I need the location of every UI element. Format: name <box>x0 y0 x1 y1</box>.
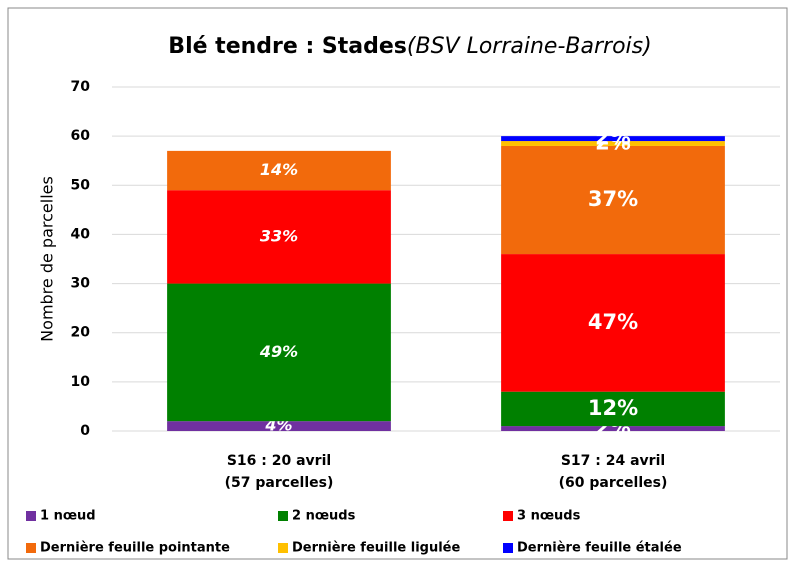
legend-label: 2 nœuds <box>292 509 356 524</box>
y-tick-label: 60 <box>71 128 91 144</box>
legend-label: Dernière feuille ligulée <box>292 541 460 556</box>
bar-segment <box>167 150 391 191</box>
bar-segment <box>167 283 391 422</box>
value-label: 12% <box>588 396 638 420</box>
y-tick-label: 30 <box>71 276 91 292</box>
bar-segment <box>501 136 725 142</box>
title-sub: (BSV Lorraine-Barrois) <box>407 34 652 59</box>
y-tick-label: 10 <box>71 374 91 390</box>
x-tick-label: S16 : 20 avril <box>227 453 331 469</box>
bar-segment <box>167 421 391 431</box>
bar-segment <box>501 391 725 427</box>
legend-swatch <box>503 543 513 553</box>
y-axis-label: Nombre de parcelles <box>38 176 57 342</box>
legend-label: Dernière feuille étalée <box>517 541 682 556</box>
value-label: 2% <box>595 126 631 150</box>
y-tick-label: 40 <box>71 226 91 242</box>
legend-swatch <box>278 543 288 553</box>
value-label: 33% <box>260 226 298 245</box>
legend-swatch <box>26 511 36 521</box>
bar-segment <box>167 190 391 284</box>
y-tick-label: 0 <box>80 423 90 439</box>
y-tick-label: 20 <box>71 325 91 341</box>
value-label: 2% <box>595 131 631 155</box>
y-tick-label: 50 <box>71 177 91 193</box>
legend-label: Dernière feuille pointante <box>40 541 230 556</box>
bar-segment <box>501 141 725 146</box>
bar-segment <box>501 145 725 255</box>
x-tick-label: (60 parcelles) <box>559 475 668 491</box>
x-tick-label: S17 : 24 avril <box>561 453 665 469</box>
legend-swatch <box>503 511 513 521</box>
value-label: 14% <box>260 160 298 179</box>
value-label: 47% <box>588 310 638 334</box>
value-label: 49% <box>259 342 298 361</box>
y-tick-label: 70 <box>71 79 91 95</box>
bar-segment <box>501 254 725 392</box>
legend-label: 3 nœuds <box>517 509 581 524</box>
legend-label: 1 nœud <box>40 509 96 524</box>
chart-title: Blé tendre : Stades(BSV Lorraine-Barrois… <box>168 34 651 59</box>
legend-swatch <box>26 543 36 553</box>
title-main: Blé tendre : Stades <box>168 34 407 59</box>
legend-swatch <box>278 511 288 521</box>
bar-segment <box>501 426 725 431</box>
value-label: 37% <box>588 187 638 211</box>
x-tick-label: (57 parcelles) <box>225 475 334 491</box>
